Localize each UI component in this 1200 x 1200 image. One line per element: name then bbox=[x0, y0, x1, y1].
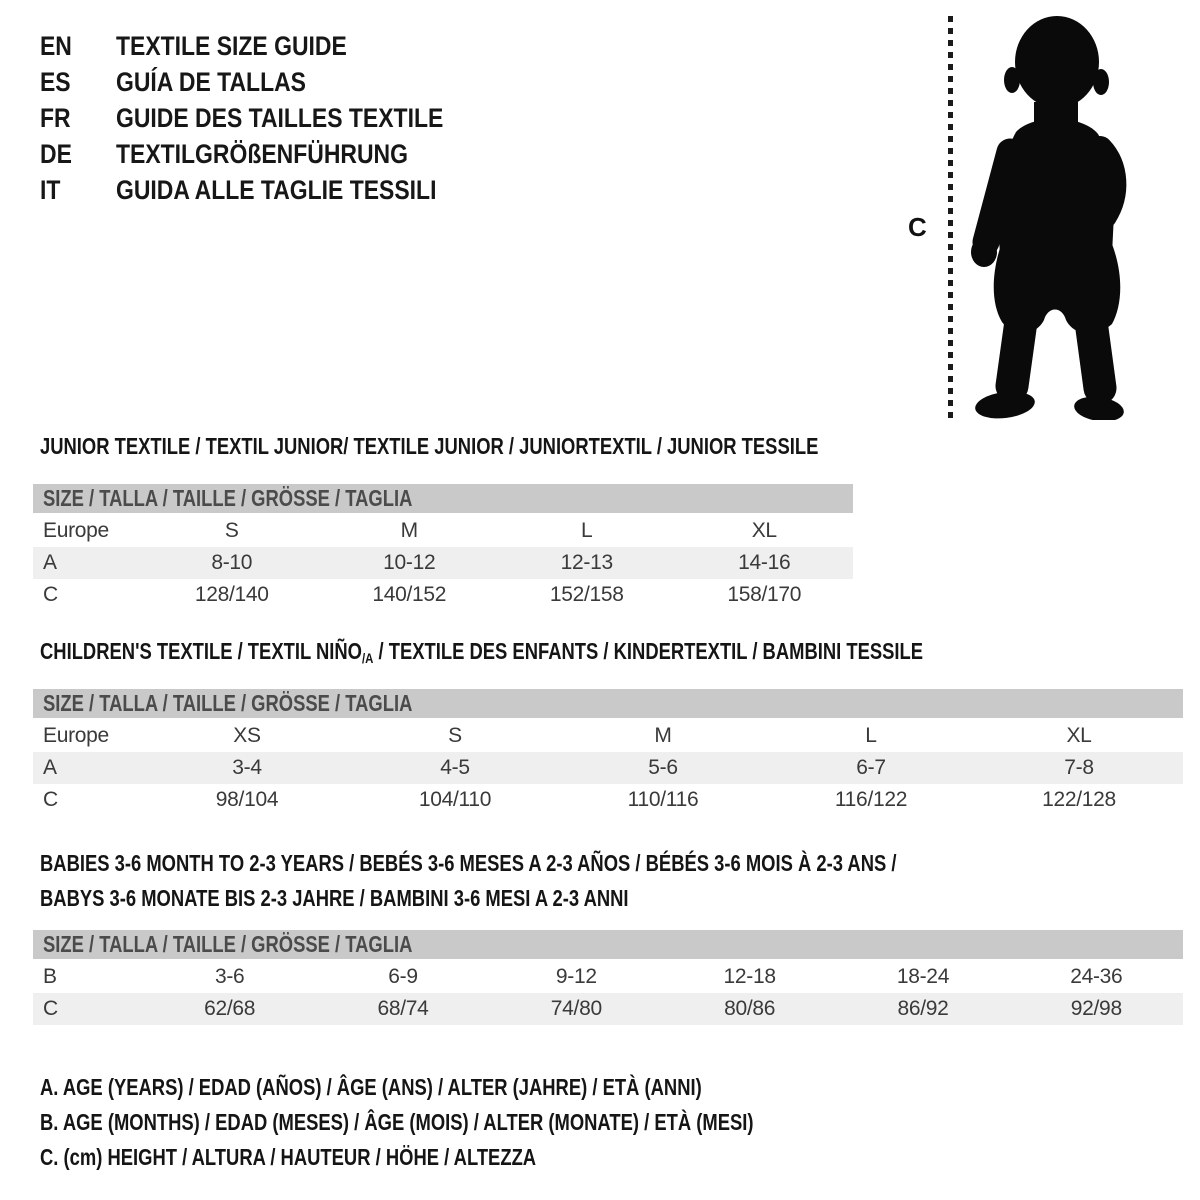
size-value: XL bbox=[751, 519, 777, 542]
size-value: 14-16 bbox=[738, 551, 791, 574]
table-row: Europe XS S M L XL bbox=[33, 720, 1183, 752]
babies-section-title: BABIES 3-6 MONTH TO 2-3 YEARS / BEBÉS 3-… bbox=[40, 846, 1111, 916]
size-value: 86/92 bbox=[897, 997, 949, 1020]
language-code: FR bbox=[40, 102, 71, 133]
size-header-text: SIZE / TALLA / TAILLE / GRÖSSE / TAGLIA bbox=[43, 485, 413, 511]
size-value: 8-10 bbox=[211, 551, 253, 574]
size-value: 7-8 bbox=[1064, 756, 1094, 779]
row-label: Europe bbox=[43, 519, 109, 542]
table-row: A 8-10 10-12 12-13 14-16 bbox=[33, 547, 853, 579]
language-code: EN bbox=[40, 30, 72, 61]
row-label: C bbox=[43, 788, 58, 811]
size-value: 10-12 bbox=[383, 551, 436, 574]
table-row: C 62/68 68/74 74/80 80/86 86/92 92/98 bbox=[33, 993, 1183, 1025]
size-value: 122/128 bbox=[1042, 788, 1116, 811]
babies-section-title-line2: BABYS 3-6 MONATE BIS 2-3 JAHRE / BAMBINI… bbox=[40, 885, 629, 911]
size-value: M bbox=[654, 724, 672, 747]
children-section-title-text: CHILDREN'S TEXTILE / TEXTIL NIÑO/A / TEX… bbox=[40, 638, 924, 667]
language-title-list: EN TEXTILE SIZE GUIDE ES GUÍA DE TALLAS … bbox=[40, 28, 501, 208]
size-value: S bbox=[224, 519, 239, 542]
junior-section-title: JUNIOR TEXTILE / TEXTIL JUNIOR/ TEXTILE … bbox=[40, 433, 1013, 460]
height-measure-dashed-line bbox=[948, 16, 953, 419]
table-row: A 3-4 4-5 5-6 6-7 7-8 bbox=[33, 752, 1183, 784]
size-value: 98/104 bbox=[215, 788, 279, 811]
size-value: 110/116 bbox=[627, 788, 699, 811]
size-value: 140/152 bbox=[372, 583, 447, 606]
size-value: 152/158 bbox=[549, 583, 624, 606]
children-size-table: SIZE / TALLA / TAILLE / GRÖSSE / TAGLIA … bbox=[33, 689, 1183, 816]
height-measure-label: C bbox=[908, 212, 927, 242]
table-row: B 3-6 6-9 9-12 12-18 18-24 24-36 bbox=[33, 961, 1183, 993]
size-value: 128/140 bbox=[194, 583, 269, 606]
size-value: 3-4 bbox=[232, 756, 262, 779]
size-value: 104/110 bbox=[418, 788, 492, 811]
size-header-band: SIZE / TALLA / TAILLE / GRÖSSE / TAGLIA bbox=[33, 689, 1183, 718]
size-header-band: SIZE / TALLA / TAILLE / GRÖSSE / TAGLIA bbox=[33, 484, 853, 513]
size-value: 158/170 bbox=[727, 583, 802, 606]
size-value: L bbox=[865, 724, 877, 747]
row-label: B bbox=[43, 965, 57, 988]
language-code: DE bbox=[40, 138, 72, 169]
babies-size-table: SIZE / TALLA / TAILLE / GRÖSSE / TAGLIA … bbox=[33, 930, 1183, 1025]
size-value: 74/80 bbox=[550, 997, 602, 1020]
row-label: C bbox=[43, 997, 58, 1020]
language-row: IT GUIDA ALLE TAGLIE TESSILI bbox=[40, 172, 501, 208]
table-row: Europe S M L XL bbox=[33, 515, 853, 547]
children-table-rows: Europe XS S M L XL A 3-4 4-5 5-6 6-7 7-8 C 98/104 104/… bbox=[33, 720, 1183, 816]
size-value: 68/74 bbox=[377, 997, 429, 1020]
language-guide-title: TEXTILE SIZE GUIDE bbox=[116, 30, 347, 61]
table-row: C 128/140 140/152 152/158 158/170 bbox=[33, 579, 853, 611]
size-value: 6-7 bbox=[856, 756, 886, 779]
legend-item: C. (cm) HEIGHT / ALTURA / HAUTEUR / HÖHE… bbox=[40, 1144, 537, 1170]
babies-table-rows: B 3-6 6-9 9-12 12-18 18-24 24-36 C 62/68 68/74 74/… bbox=[33, 961, 1183, 1025]
toddler-silhouette-icon bbox=[971, 16, 1127, 420]
row-label: A bbox=[43, 551, 57, 574]
language-row: FR GUIDE DES TAILLES TEXTILE bbox=[40, 100, 501, 136]
legend-item: B. AGE (MONTHS) / EDAD (MESES) / ÂGE (MO… bbox=[40, 1109, 754, 1135]
size-value: 92/98 bbox=[1070, 997, 1122, 1020]
row-label: Europe bbox=[43, 724, 109, 747]
language-code: IT bbox=[40, 174, 61, 205]
size-header-text: SIZE / TALLA / TAILLE / GRÖSSE / TAGLIA bbox=[43, 690, 413, 716]
size-value: 12-18 bbox=[723, 965, 777, 988]
size-value: XS bbox=[233, 724, 261, 747]
language-row: DE TEXTILGRÖßENFÜHRUNG bbox=[40, 136, 501, 172]
size-value: 116/122 bbox=[834, 788, 908, 811]
legend: A. AGE (YEARS) / EDAD (AÑOS) / ÂGE (ANS)… bbox=[40, 1070, 932, 1175]
size-value: 5-6 bbox=[648, 756, 678, 779]
size-value: 80/86 bbox=[724, 997, 776, 1020]
size-value: S bbox=[448, 724, 462, 747]
legend-item: A. AGE (YEARS) / EDAD (AÑOS) / ÂGE (ANS)… bbox=[40, 1074, 702, 1100]
babies-section-title-line1: BABIES 3-6 MONTH TO 2-3 YEARS / BEBÉS 3-… bbox=[40, 850, 897, 876]
junior-size-table: SIZE / TALLA / TAILLE / GRÖSSE / TAGLIA … bbox=[33, 484, 853, 611]
table-row: C 98/104 104/110 110/116 116/122 122/128 bbox=[33, 784, 1183, 816]
size-header-band: SIZE / TALLA / TAILLE / GRÖSSE / TAGLIA bbox=[33, 930, 1183, 959]
junior-section-title-text: JUNIOR TEXTILE / TEXTIL JUNIOR/ TEXTILE … bbox=[40, 433, 819, 459]
size-value: 12-13 bbox=[560, 551, 614, 574]
size-value: L bbox=[581, 519, 593, 542]
language-guide-title: GUÍA DE TALLAS bbox=[116, 66, 306, 97]
row-label: C bbox=[43, 583, 58, 606]
size-header-text: SIZE / TALLA / TAILLE / GRÖSSE / TAGLIA bbox=[43, 931, 413, 957]
size-value: 6-9 bbox=[388, 965, 418, 988]
language-row: ES GUÍA DE TALLAS bbox=[40, 64, 501, 100]
size-value: 62/68 bbox=[204, 997, 256, 1020]
size-value: 9-12 bbox=[555, 965, 597, 988]
size-value: 3-6 bbox=[214, 965, 245, 988]
language-guide-title: GUIDA ALLE TAGLIE TESSILI bbox=[116, 174, 437, 205]
size-value: 4-5 bbox=[440, 756, 470, 779]
row-label: A bbox=[43, 756, 57, 779]
language-row: EN TEXTILE SIZE GUIDE bbox=[40, 28, 501, 64]
language-guide-title: TEXTILGRÖßENFÜHRUNG bbox=[116, 138, 408, 169]
language-code: ES bbox=[40, 66, 71, 97]
size-value: 24-36 bbox=[1070, 965, 1123, 988]
size-value: M bbox=[400, 519, 419, 542]
size-value: 18-24 bbox=[896, 965, 950, 988]
language-guide-title: GUIDE DES TAILLES TEXTILE bbox=[116, 102, 444, 133]
size-value: XL bbox=[1066, 724, 1092, 747]
junior-table-rows: Europe S M L XL A 8-10 10-12 12-13 14-16 C 128/140 1… bbox=[33, 515, 853, 611]
children-section-title: CHILDREN'S TEXTILE / TEXTIL NIÑO/A / TEX… bbox=[40, 638, 1144, 673]
